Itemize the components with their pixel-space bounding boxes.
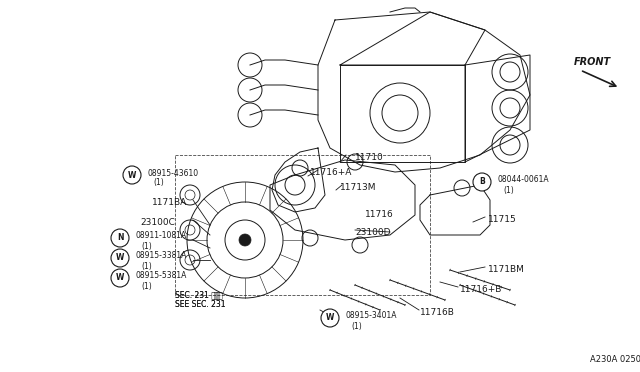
Text: SEC. 231 参照: SEC. 231 参照 [175, 290, 221, 299]
Text: W: W [116, 273, 124, 282]
Circle shape [123, 166, 141, 184]
Text: 08044-0061A: 08044-0061A [498, 176, 550, 185]
Circle shape [321, 309, 339, 327]
Text: 23100C: 23100C [140, 218, 175, 227]
Text: SEE SEC. 231: SEE SEC. 231 [175, 300, 225, 309]
Text: FRONT: FRONT [573, 57, 611, 67]
Text: SEE SEC. 231: SEE SEC. 231 [175, 300, 225, 309]
Text: (1): (1) [503, 186, 514, 195]
Text: A230A 0250: A230A 0250 [590, 356, 640, 365]
Text: 11716+B: 11716+B [460, 285, 502, 294]
Text: (1): (1) [153, 177, 164, 186]
Text: (1): (1) [141, 262, 152, 270]
Text: 08911-1081A: 08911-1081A [136, 231, 187, 241]
Text: 08915-5381A: 08915-5381A [136, 272, 188, 280]
Text: 23100D: 23100D [355, 228, 390, 237]
Text: 11716: 11716 [365, 210, 394, 219]
Text: 11716+A: 11716+A [310, 168, 353, 177]
Text: (1): (1) [141, 241, 152, 250]
Text: 11715: 11715 [488, 215, 516, 224]
Text: B: B [479, 177, 485, 186]
Circle shape [239, 234, 251, 246]
Text: 08915-43610: 08915-43610 [148, 169, 199, 177]
Circle shape [111, 249, 129, 267]
Text: 11716B: 11716B [420, 308, 455, 317]
Text: 11710: 11710 [355, 153, 384, 162]
Text: N: N [116, 234, 124, 243]
Text: SEC. 231  参照: SEC. 231 参照 [175, 290, 223, 299]
Text: W: W [326, 314, 334, 323]
Text: 1171BA: 1171BA [152, 198, 188, 207]
Text: (1): (1) [351, 321, 362, 330]
Text: W: W [128, 170, 136, 180]
Text: (1): (1) [141, 282, 152, 291]
Text: 1171BM: 1171BM [488, 265, 525, 274]
Circle shape [111, 269, 129, 287]
Circle shape [473, 173, 491, 191]
Text: 08915-3401A: 08915-3401A [346, 311, 397, 321]
Text: W: W [116, 253, 124, 263]
Text: 11713M: 11713M [340, 183, 376, 192]
Text: 08915-3381A: 08915-3381A [136, 251, 188, 260]
Circle shape [111, 229, 129, 247]
